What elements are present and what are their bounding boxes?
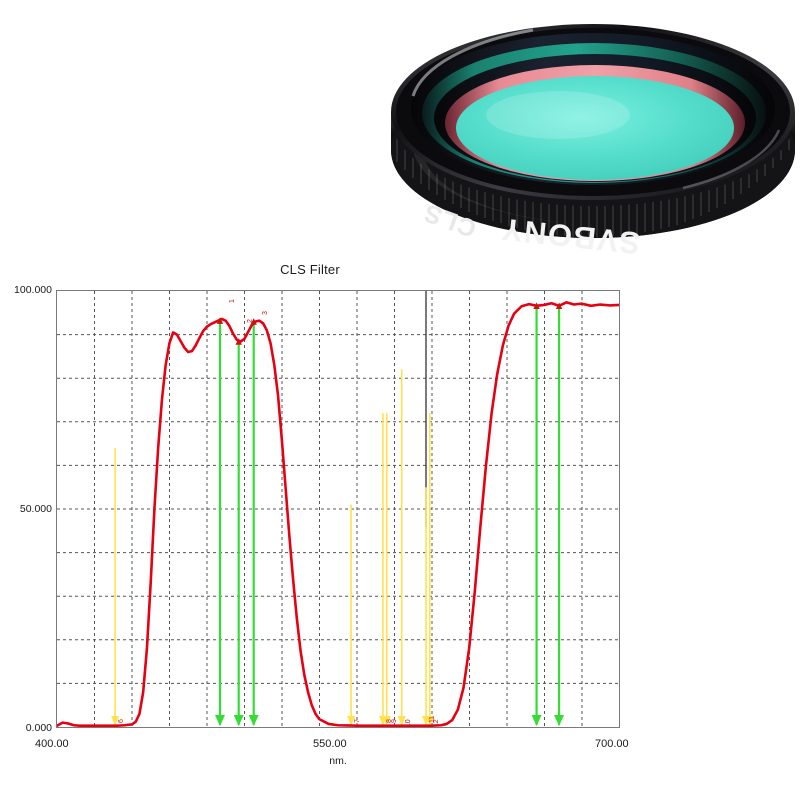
- marker-label-10: 10: [405, 719, 412, 727]
- marker-label-1: 1: [229, 299, 236, 303]
- x-tick-700: 700.00: [595, 738, 629, 750]
- x-axis-label: nm.: [329, 755, 347, 767]
- marker-label-2: 2: [247, 319, 254, 323]
- plot-area: 1 2 3 6 7 8 9 10 11 12: [56, 290, 620, 728]
- transmission-curve: [57, 301, 619, 727]
- y-tick-0: 0.000: [25, 722, 52, 734]
- marker-label-7: 7: [354, 719, 361, 723]
- marker-label-12: 12: [433, 719, 440, 727]
- transmission-chart: CLS Filter 100.000 50.000 0.000 400.00 5…: [0, 258, 660, 768]
- gridlines-horizontal: [57, 334, 619, 684]
- chart-title: CLS Filter: [280, 262, 340, 277]
- marker-label-6: 6: [118, 719, 125, 723]
- svbony-cls-filter-photo: SVBONY CLS: [383, 0, 800, 262]
- marker-label-9: 9: [391, 719, 398, 723]
- gridlines-vertical: [94, 291, 583, 727]
- red-peak-marker-group: [216, 302, 563, 345]
- green-marker-group: [214, 305, 565, 726]
- y-tick-100: 100.000: [14, 284, 52, 296]
- x-tick-550: 550.00: [313, 738, 347, 750]
- x-tick-400: 400.00: [35, 738, 69, 750]
- y-tick-50: 50.000: [19, 503, 52, 515]
- marker-label-3: 3: [262, 311, 269, 315]
- yellow-marker-group: [111, 369, 434, 726]
